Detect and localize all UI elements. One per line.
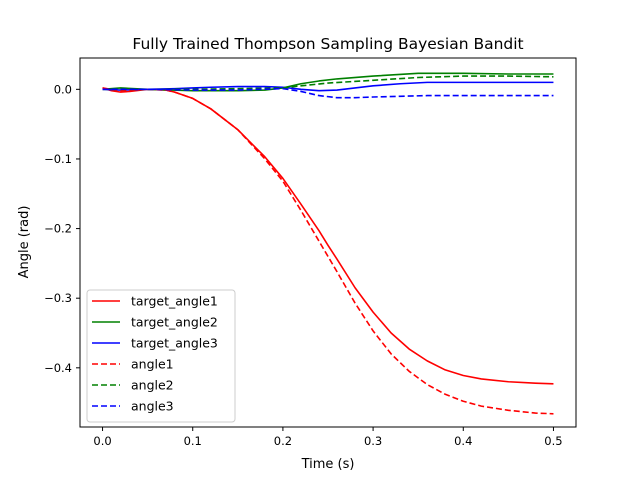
x-tick-label: 0.0 <box>93 434 111 448</box>
x-tick-label: 0.2 <box>274 434 292 448</box>
series-line-target-angle2 <box>102 72 554 92</box>
y-axis-label: Angle (rad) <box>17 206 32 279</box>
plot-area <box>102 72 554 415</box>
y-tick-label: −0.4 <box>44 361 72 375</box>
x-tick-label: 0.3 <box>364 434 382 448</box>
axis-ticks: 0.0 0.1 0.2 0.3 0.4 0.5 0.0 −0.1 −0.2 −0.3 −0.4 <box>44 82 563 448</box>
legend-label: angle2 <box>131 378 174 393</box>
x-tick-label: 0.5 <box>544 434 562 448</box>
legend: target_angle1 target_angle2 target_angle3a… <box>86 289 236 423</box>
x-tick-label: 0.1 <box>184 434 202 448</box>
legend-label: angle1 <box>131 357 174 372</box>
series-line-angle3 <box>102 87 554 99</box>
chart-title: Fully Trained Thompson Sampling Bayesian… <box>132 35 523 53</box>
legend-label: target_angle3 <box>131 336 218 351</box>
x-axis-label: Time (s) <box>301 457 355 472</box>
plot-frame <box>79 57 577 428</box>
y-tick-label: −0.2 <box>44 222 72 236</box>
legend-label: target_angle1 <box>131 294 218 309</box>
y-tick-label: −0.3 <box>44 291 72 305</box>
legend-label: angle3 <box>131 399 174 414</box>
legend-label: target_angle2 <box>131 315 218 330</box>
y-tick-label: 0.0 <box>54 82 72 96</box>
series-line-angle1 <box>102 87 554 415</box>
y-tick-label: −0.1 <box>44 152 72 166</box>
x-tick-label: 0.4 <box>454 434 472 448</box>
legend-box <box>86 289 236 423</box>
